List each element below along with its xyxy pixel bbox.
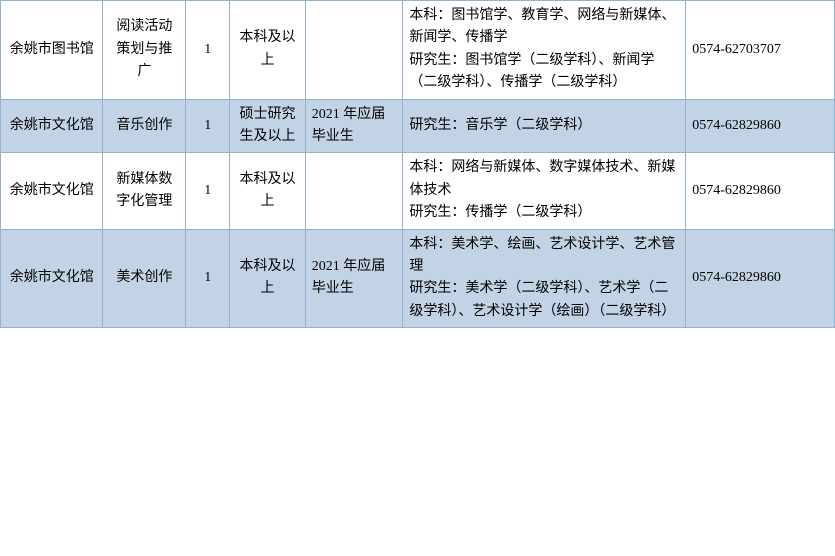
cell-edu: 硕士研究生及以上 — [230, 99, 306, 153]
cell-edu: 本科及以上 — [230, 229, 306, 328]
cell-count: 1 — [186, 1, 230, 100]
cell-count: 1 — [186, 99, 230, 153]
table-body: 余姚市图书馆 阅读活动策划与推广 1 本科及以上 本科：图书馆学、教育学、网络与… — [1, 1, 835, 328]
cell-phone: 0574-62703707 — [686, 1, 835, 100]
cell-edu: 本科及以上 — [230, 153, 306, 229]
cell-org: 余姚市文化馆 — [1, 229, 103, 328]
cell-candidate — [305, 1, 403, 100]
cell-candidate: 2021 年应届毕业生 — [305, 229, 403, 328]
cell-org: 余姚市文化馆 — [1, 99, 103, 153]
recruitment-table: 余姚市图书馆 阅读活动策划与推广 1 本科及以上 本科：图书馆学、教育学、网络与… — [0, 0, 835, 328]
cell-count: 1 — [186, 153, 230, 229]
cell-phone: 0574-62829860 — [686, 153, 835, 229]
cell-candidate: 2021 年应届毕业生 — [305, 99, 403, 153]
cell-candidate — [305, 153, 403, 229]
cell-major: 本科：网络与新媒体、数字媒体技术、新媒体技术研究生：传播学（二级学科） — [403, 153, 686, 229]
table-row: 余姚市文化馆 音乐创作 1 硕士研究生及以上 2021 年应届毕业生 研究生：音… — [1, 99, 835, 153]
cell-edu: 本科及以上 — [230, 1, 306, 100]
cell-position: 新媒体数字化管理 — [103, 153, 186, 229]
cell-org: 余姚市图书馆 — [1, 1, 103, 100]
cell-phone: 0574-62829860 — [686, 99, 835, 153]
table-row: 余姚市文化馆 美术创作 1 本科及以上 2021 年应届毕业生 本科：美术学、绘… — [1, 229, 835, 328]
cell-phone: 0574-62829860 — [686, 229, 835, 328]
cell-major: 本科：美术学、绘画、艺术设计学、艺术管理研究生：美术学（二级学科）、艺术学（二级… — [403, 229, 686, 328]
table-row: 余姚市文化馆 新媒体数字化管理 1 本科及以上 本科：网络与新媒体、数字媒体技术… — [1, 153, 835, 229]
cell-position: 美术创作 — [103, 229, 186, 328]
table-row: 余姚市图书馆 阅读活动策划与推广 1 本科及以上 本科：图书馆学、教育学、网络与… — [1, 1, 835, 100]
cell-major: 本科：图书馆学、教育学、网络与新媒体、新闻学、传播学研究生：图书馆学（二级学科）… — [403, 1, 686, 100]
cell-count: 1 — [186, 229, 230, 328]
recruitment-table-container: 余姚市图书馆 阅读活动策划与推广 1 本科及以上 本科：图书馆学、教育学、网络与… — [0, 0, 835, 556]
cell-org: 余姚市文化馆 — [1, 153, 103, 229]
cell-position: 阅读活动策划与推广 — [103, 1, 186, 100]
cell-position: 音乐创作 — [103, 99, 186, 153]
cell-major: 研究生：音乐学（二级学科） — [403, 99, 686, 153]
